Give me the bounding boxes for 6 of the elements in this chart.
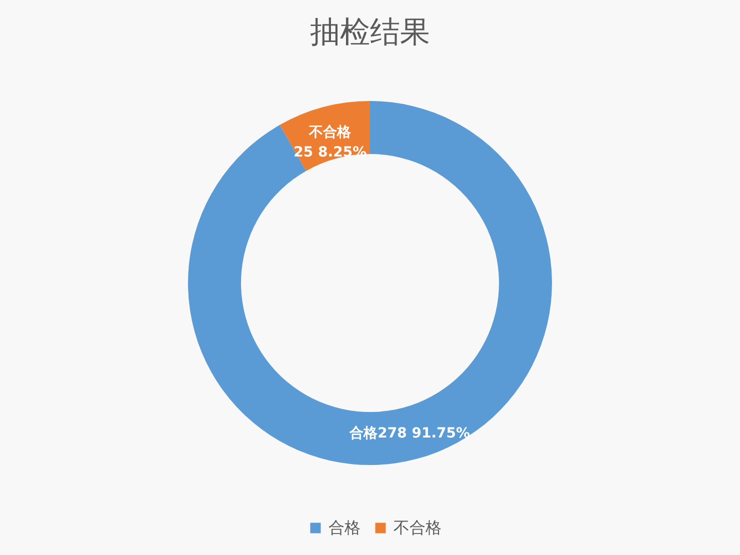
legend-label: 不合格 <box>394 518 442 537</box>
donut-slice <box>188 101 552 465</box>
data-label: 合格278 91.75% <box>348 425 470 442</box>
chart-title: 抽检结果 <box>310 15 430 50</box>
data-label: 不合格 25 8.25% <box>294 124 367 161</box>
legend-label: 合格 <box>328 518 360 537</box>
